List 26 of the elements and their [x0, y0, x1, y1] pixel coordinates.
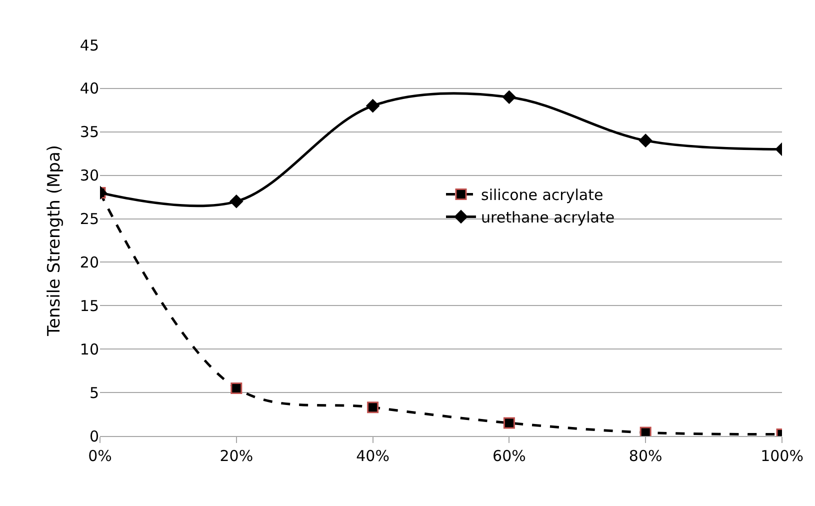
x-tick-label: 60% [492, 447, 526, 465]
y-tick-label: 5 [89, 384, 99, 402]
legend-label: silicone acrylate [481, 186, 604, 204]
y-tick-label: 35 [80, 123, 99, 142]
x-tick-label: 0% [88, 447, 112, 465]
x-tick-label: 20% [220, 447, 254, 465]
point [367, 402, 379, 414]
y-tick-label: 45 [80, 36, 99, 54]
point [639, 134, 652, 148]
y-tick-label: 25 [80, 210, 99, 228]
y-tick-label: 0 [89, 427, 99, 446]
y-tick-label: 30 [80, 166, 99, 185]
legend-label: urethane acrylate [481, 208, 615, 227]
y-tick-label: 20 [80, 253, 99, 272]
point [230, 382, 242, 394]
y-axis-title: Tensile Strength (Mpa) [44, 145, 64, 337]
point [503, 417, 515, 429]
x-tick-label: 100% [760, 447, 804, 465]
x-tick-label: 80% [628, 447, 662, 465]
point [640, 426, 652, 436]
point [502, 90, 516, 104]
y-tick-label: 10 [80, 340, 99, 358]
y-tick-label: 15 [80, 296, 99, 315]
x-tick-label: 40% [356, 447, 390, 465]
y-tick-label: 40 [80, 80, 99, 98]
point [366, 99, 380, 112]
